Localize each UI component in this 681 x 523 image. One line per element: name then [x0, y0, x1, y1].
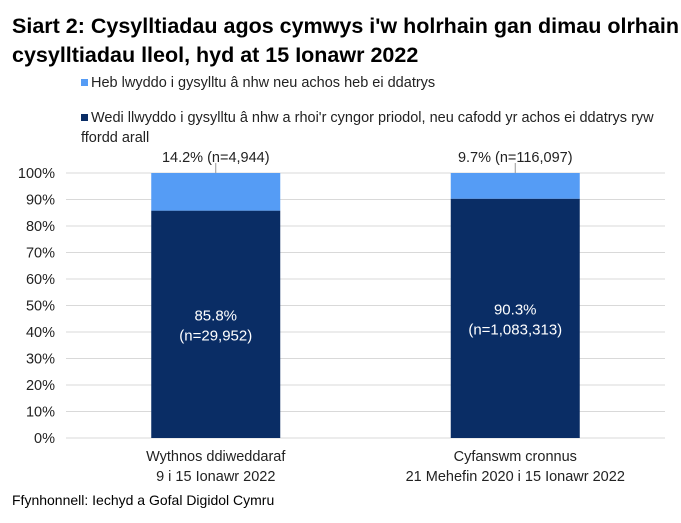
y-tick-label: 90% [26, 193, 55, 209]
legend-swatch [81, 114, 88, 121]
legend-item-unresolved: Heb lwyddo i gysylltu â nhw neu achos he… [81, 73, 661, 93]
legend-swatch [81, 79, 88, 86]
source-note: Ffynhonnell: Iechyd a Gofal Digidol Cymr… [12, 492, 275, 508]
y-tick-label: 50% [26, 299, 55, 315]
y-tick-label: 40% [26, 325, 55, 341]
x-tick-label: 21 Mehefin 2020 i 15 Ionawr 2022 [406, 469, 625, 485]
bar-segment [151, 210, 281, 438]
data-label: 14.2% (n=4,944) [162, 150, 270, 166]
bar-segment [151, 173, 281, 211]
data-label: 9.7% (n=116,097) [458, 150, 573, 166]
chart-title: Siart 2: Cysylltiadau agos cymwys i'w ho… [12, 14, 680, 67]
y-tick-label: 80% [26, 219, 55, 235]
y-tick-label: 30% [26, 352, 55, 368]
data-label: 85.8% [194, 307, 237, 324]
y-tick-label: 20% [26, 378, 55, 394]
data-label: (n=1,083,313) [468, 321, 562, 338]
y-tick-label: 60% [26, 272, 55, 288]
x-tick-label: Wythnos ddiweddaraf [146, 449, 286, 465]
x-tick-label: Cyfanswm cronnus [454, 449, 577, 465]
bar-segment [450, 198, 580, 438]
data-label: 90.3% [494, 301, 537, 318]
y-tick-label: 10% [26, 405, 55, 421]
legend-label: Wedi llwyddo i gysylltu â nhw a rhoi'r c… [81, 110, 654, 146]
x-tick-label: 9 i 15 Ionawr 2022 [156, 469, 275, 485]
legend-item-resolved: Wedi llwyddo i gysylltu â nhw a rhoi'r c… [81, 108, 661, 148]
y-tick-label: 0% [34, 431, 55, 447]
y-tick-label: 70% [26, 246, 55, 262]
legend-label: Heb lwyddo i gysylltu â nhw neu achos he… [91, 75, 436, 91]
bar-segment [450, 173, 580, 199]
y-tick-label: 100% [18, 166, 55, 182]
data-label: (n=29,952) [179, 327, 252, 344]
